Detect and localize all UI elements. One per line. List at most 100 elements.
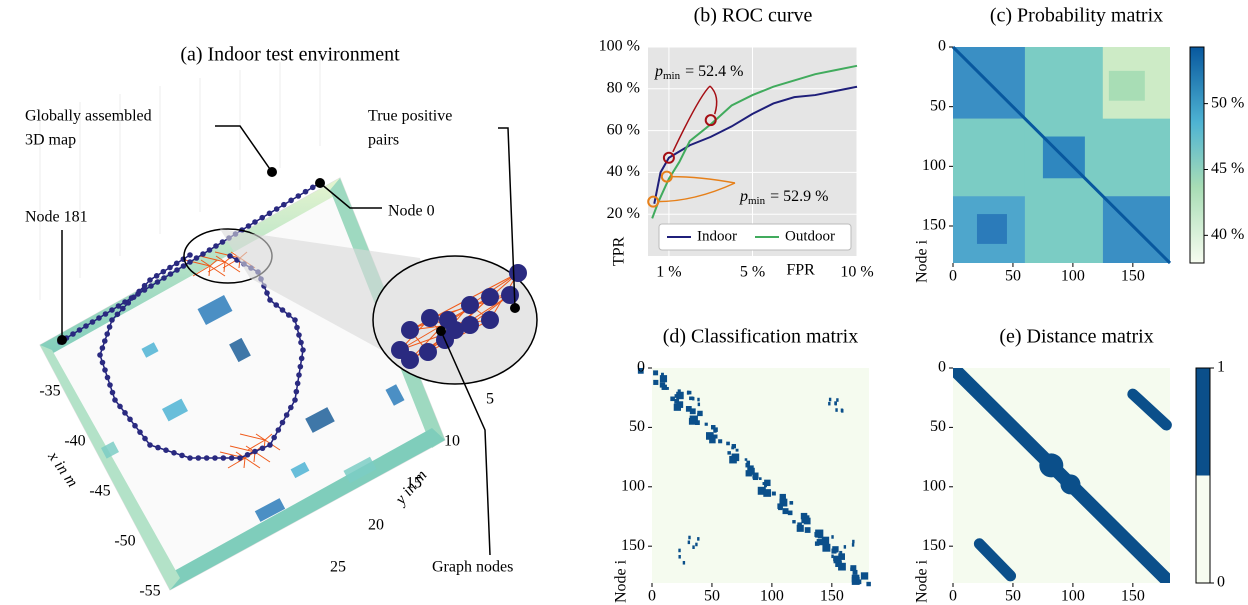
graph-node <box>296 332 302 338</box>
graph-node <box>97 352 103 358</box>
matrix-blob <box>1039 453 1063 477</box>
graph-node <box>107 324 113 330</box>
colorbar-label: 0 <box>1217 574 1225 591</box>
matrix-cell <box>687 391 689 395</box>
x-tick-label: 150 <box>1121 268 1145 285</box>
graph-node <box>288 198 294 204</box>
colorbar <box>1196 368 1210 476</box>
matrix-cell <box>718 439 722 443</box>
y-tick-label: 150 <box>621 537 645 554</box>
zoom-node <box>509 264 527 282</box>
figure: (a) Indoor test environment Globally asse… <box>0 0 1248 605</box>
matrix-cell <box>688 536 690 540</box>
graph-node <box>107 382 113 388</box>
y-axis-label: Node i <box>914 559 931 603</box>
graph-node <box>147 277 153 283</box>
graph-node <box>274 206 280 212</box>
matrix-cell <box>838 563 846 571</box>
matrix-cell <box>836 398 838 402</box>
matrix-cell <box>653 380 658 385</box>
annotation-symbol: p <box>739 188 748 205</box>
chart-title: (c) Probability matrix <box>990 5 1163 27</box>
x-tick-label: 100 <box>760 588 784 605</box>
x-tick-label: 100 <box>1061 268 1085 285</box>
graph-node <box>122 410 128 416</box>
graph-node <box>120 306 126 312</box>
matrix-cell <box>831 535 833 539</box>
matrix-region <box>1109 71 1145 101</box>
graph-node <box>70 331 76 337</box>
matrix-cell <box>852 543 854 547</box>
y-tick-label: 100 <box>621 477 645 494</box>
x-tick-label: -55 <box>139 583 160 600</box>
matrix-cell <box>709 437 715 443</box>
zoom-node <box>421 309 439 327</box>
matrix-cell <box>788 511 793 516</box>
graph-node <box>271 435 277 441</box>
matrix-cell <box>829 398 831 402</box>
matrix-cell <box>866 582 870 586</box>
matrix-cell <box>688 541 690 545</box>
matrix-cell <box>678 555 680 559</box>
y-axis-label: y in m <box>391 467 430 509</box>
annotation-symbol: p <box>654 63 663 80</box>
matrix-cell <box>727 451 730 454</box>
matrix-cell <box>670 397 675 402</box>
graph-node <box>127 416 133 422</box>
graph-node <box>245 452 251 458</box>
y-tick-label: 100 % <box>599 38 640 55</box>
colorbar-label: 1 <box>1217 359 1225 376</box>
graph-node <box>167 265 173 271</box>
matrix-cell <box>666 387 669 390</box>
zoom-node <box>401 321 419 339</box>
matrix-cell <box>675 394 679 398</box>
graph-node <box>174 261 180 267</box>
graph-node <box>284 412 290 418</box>
x-tick-label: -50 <box>114 533 135 550</box>
graph-node <box>155 445 161 451</box>
x-tick-label: 50 <box>1005 588 1021 605</box>
matrix-cell <box>841 409 843 413</box>
matrix-cell <box>714 430 717 433</box>
graph-node <box>288 405 294 411</box>
graph-node <box>281 202 287 208</box>
graph-node <box>171 450 177 456</box>
panel-title: (a) Indoor test environment <box>180 44 400 66</box>
graph-node <box>103 311 109 317</box>
y-tick-label: 25 <box>330 559 346 576</box>
y-tick-label: 10 <box>444 433 460 450</box>
graph-node <box>148 283 154 289</box>
colorbar-label: 45 % <box>1211 160 1244 177</box>
graph-node <box>109 307 115 313</box>
annotation-text: = 52.9 % <box>770 188 828 205</box>
matrix-cell <box>804 518 811 525</box>
x-tick-label: 100 <box>1061 588 1085 605</box>
colorbar-label: 50 % <box>1211 94 1244 111</box>
graph-node <box>296 372 302 378</box>
graph-node <box>174 267 180 273</box>
matrix-cell <box>763 489 771 497</box>
matrix-cell <box>695 543 697 547</box>
graph-node <box>294 325 300 331</box>
matrix-cell <box>697 398 699 402</box>
x-tick-label: 50 <box>1005 268 1021 285</box>
graph-node <box>246 223 252 229</box>
x-tick-label: -45 <box>89 483 110 500</box>
matrix-cell <box>674 404 681 411</box>
graph-node <box>136 289 142 295</box>
graph-node <box>267 211 273 217</box>
matrix-cell <box>772 492 776 496</box>
annotation-text: = 52.4 % <box>685 63 743 80</box>
graph-node <box>187 259 193 265</box>
graph-node <box>137 429 143 435</box>
leader-dot <box>510 303 520 313</box>
matrix-cell <box>691 396 693 400</box>
graph-node <box>300 347 306 353</box>
graph-node <box>131 294 137 300</box>
matrix-cell <box>695 420 700 425</box>
graph-node <box>117 404 123 410</box>
matrix-cell <box>745 458 748 461</box>
matrix-cell <box>705 423 708 426</box>
graph-node <box>220 239 226 245</box>
annotation: Globally assembled <box>25 108 152 125</box>
